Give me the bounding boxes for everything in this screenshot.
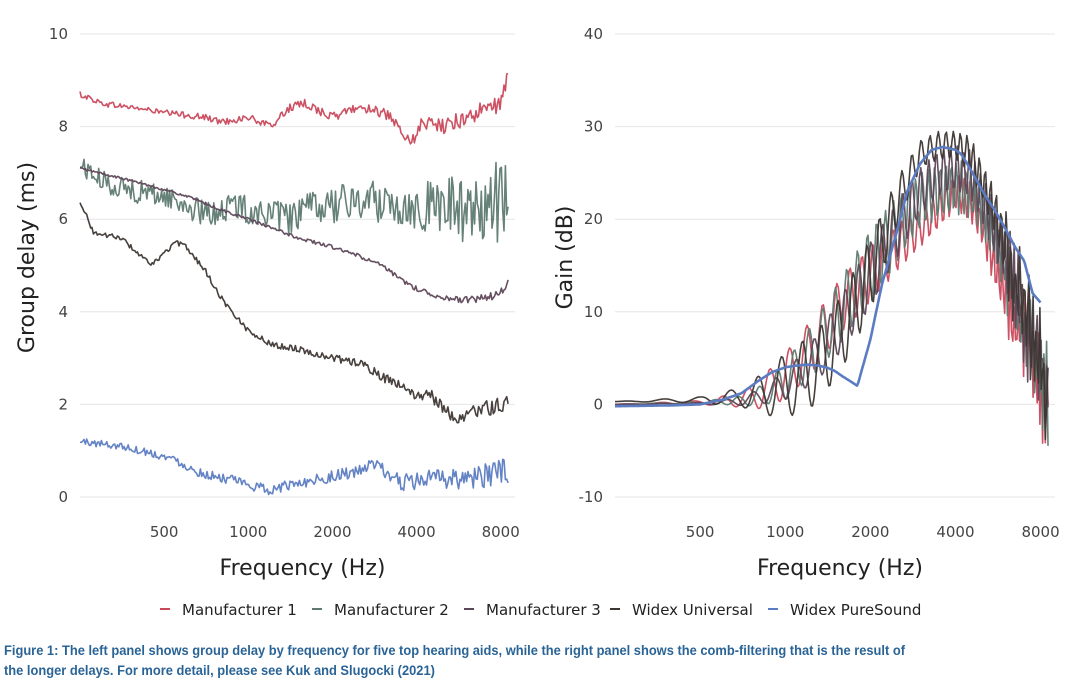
gain-y-tick-label: 0 xyxy=(593,395,603,413)
group-delay-series-widex-universal xyxy=(79,202,509,424)
group-delay-y-tick-label: 10 xyxy=(49,25,68,43)
caption-line-1: Figure 1: The left panel shows group del… xyxy=(4,642,906,658)
group-delay-x-tick-label: 500 xyxy=(150,523,179,541)
legend-label: Manufacturer 2 xyxy=(334,601,449,619)
group-delay-series-manufacturer-1 xyxy=(79,72,509,145)
group-delay-x-tick-label: 1000 xyxy=(229,523,267,541)
figure: 0 2 4 6 8 10 500 1000 2000 4000 8000 Frequency (Hz)… xyxy=(15,25,1060,619)
gain-x-tick-label: 500 xyxy=(686,523,715,541)
gain-x-tick-label: 2000 xyxy=(851,523,889,541)
legend-label: Widex Universal xyxy=(632,601,753,619)
group-delay-series-widex-puresound xyxy=(79,438,509,496)
group-delay-series-manufacturer-2 xyxy=(79,158,509,243)
group-delay-y-tick-label: 6 xyxy=(58,210,68,228)
gain-y-tick-label: 40 xyxy=(584,25,603,43)
group-delay-y-tick-label: 8 xyxy=(58,118,68,136)
group-delay-x-tick-label: 8000 xyxy=(482,523,520,541)
gain-y-tick-label: 20 xyxy=(584,210,603,228)
legend-label: Manufacturer 1 xyxy=(182,601,297,619)
right-panel-gain-chart: -10 0 10 20 30 40 500 1000 2000 4000 8000 Frequency… xyxy=(553,25,1060,581)
gain-y-tick-label: 10 xyxy=(584,303,603,321)
group-delay-series-manufacturer-3 xyxy=(79,167,509,304)
group-delay-y-tick-label: 2 xyxy=(58,395,68,413)
gain-series-widex-universal xyxy=(615,130,1049,441)
caption-line-2: the longer delays. For more detail, plea… xyxy=(4,662,435,678)
legend-label: Widex PureSound xyxy=(790,601,921,619)
group-delay-x-axis-title: Frequency (Hz) xyxy=(220,556,386,581)
gain-series-widex-puresound xyxy=(614,145,1042,408)
gain-x-tick-label: 1000 xyxy=(766,523,804,541)
legend: Manufacturer 1 Manufacturer 2 Manufacturer… xyxy=(160,601,921,619)
gain-x-axis-title: Frequency (Hz) xyxy=(757,556,923,581)
legend-label: Manufacturer 3 xyxy=(486,601,601,619)
figure-caption: Figure 1: The left panel shows group del… xyxy=(4,640,987,680)
gain-y-axis-title: Gain (dB) xyxy=(553,206,578,310)
group-delay-x-tick-label: 2000 xyxy=(313,523,351,541)
group-delay-x-tick-label: 4000 xyxy=(397,523,435,541)
gain-y-tick-label: 30 xyxy=(584,118,603,136)
gain-series-manufacturer-2 xyxy=(615,160,1049,446)
group-delay-y-tick-label: 0 xyxy=(58,488,68,506)
left-panel-group-delay-chart: 0 2 4 6 8 10 500 1000 2000 4000 8000 Frequency (Hz)… xyxy=(15,25,520,581)
group-delay-y-axis-title: Group delay (ms) xyxy=(15,162,40,353)
gain-x-tick-label: 4000 xyxy=(936,523,974,541)
gain-y-tick-label: -10 xyxy=(579,488,604,506)
gain-x-tick-label: 8000 xyxy=(1021,523,1059,541)
group-delay-y-tick-label: 4 xyxy=(58,303,68,321)
